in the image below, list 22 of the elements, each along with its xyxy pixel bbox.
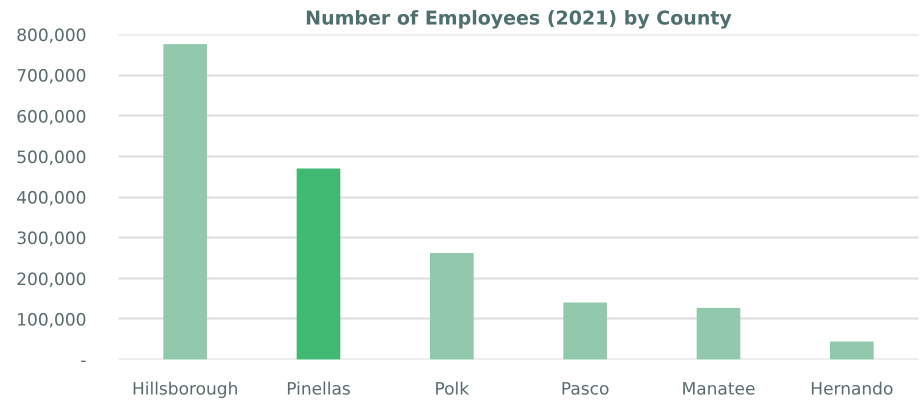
y-tick-label: 700,000 — [16, 66, 87, 87]
y-tick-label: 300,000 — [16, 229, 87, 250]
y-tick-label: 100,000 — [16, 310, 87, 330]
bar — [296, 168, 340, 360]
bar — [696, 308, 740, 360]
y-tick-label: 800,000 — [16, 26, 87, 46]
bar — [430, 252, 474, 360]
x-tick-label: Hernando — [810, 380, 894, 400]
x-tick-label: Pinellas — [286, 380, 351, 400]
bar — [163, 44, 207, 360]
x-tick-label: Hillsborough — [132, 380, 238, 400]
bar — [830, 342, 874, 360]
y-tick-label: 500,000 — [16, 148, 87, 168]
y-tick-label: - — [80, 351, 87, 371]
chart-title: Number of Employees (2021) by County — [305, 8, 732, 30]
bar — [563, 302, 607, 360]
y-tick-label: 200,000 — [16, 270, 87, 290]
x-tick-label: Polk — [434, 380, 470, 400]
y-tick-label: 600,000 — [16, 107, 87, 128]
y-tick-label: 400,000 — [16, 188, 87, 208]
x-tick-label: Pasco — [560, 380, 610, 400]
x-tick-label: Manatee — [682, 380, 756, 400]
